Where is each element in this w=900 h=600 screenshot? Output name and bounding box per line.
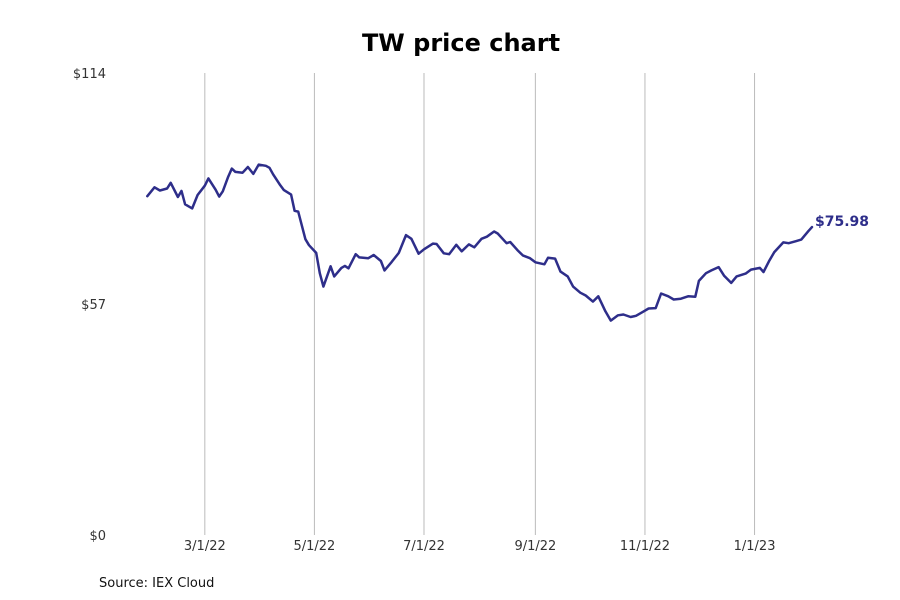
y-tick-label: $0: [89, 529, 106, 544]
x-axis-ticks: 3/1/22 5/1/22 7/1/22 9/1/22 11/1/22 1/1/23: [184, 539, 776, 554]
x-tick-label: 3/1/22: [184, 539, 226, 554]
y-tick-label: $57: [81, 298, 106, 313]
x-tick-label: 7/1/22: [403, 539, 445, 554]
source-note: Source: IEX Cloud: [99, 576, 214, 591]
x-tick-label: 1/1/23: [734, 539, 776, 554]
y-axis-ticks: $0 $57 $114: [73, 67, 106, 544]
price-series-line: [146, 163, 814, 322]
grid-lines: [204, 73, 756, 535]
x-tick-label: 5/1/22: [293, 539, 335, 554]
chart-title: TW price chart: [362, 29, 560, 57]
x-tick-label: 9/1/22: [514, 539, 556, 554]
last-price-label: $75.98: [815, 214, 869, 230]
y-tick-label: $114: [73, 67, 106, 82]
x-tick-label: 11/1/22: [620, 539, 670, 554]
